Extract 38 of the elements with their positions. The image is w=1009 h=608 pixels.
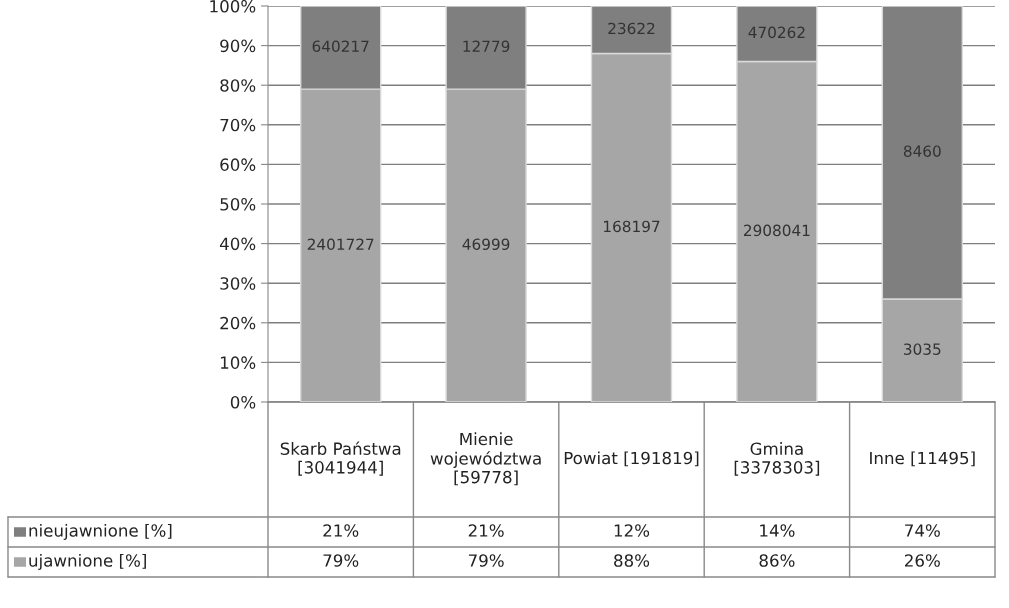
y-tick-label: 0% (230, 395, 256, 409)
annotation: 470262 (748, 26, 805, 39)
annotation: 46999 (462, 238, 510, 251)
data-label: 12% (614, 524, 650, 537)
y-tick-label: 70% (220, 118, 256, 132)
data-label: 26% (905, 554, 940, 567)
y-tick-label: 10% (220, 356, 256, 369)
x-tick-label: Gmina [3378303] (734, 442, 820, 476)
annotation: 8460 (903, 145, 941, 157)
data-label: 21% (468, 524, 504, 537)
data-label: 79% (323, 554, 359, 567)
data-label: 74% (905, 524, 940, 537)
y-tick-label: 80% (220, 79, 256, 92)
x-tick-label: Mienie województwa [59778] (430, 432, 541, 486)
x-tick-label: Inne [11495] (870, 451, 975, 467)
legend-label: ujawnione [%] (29, 553, 146, 571)
data-label: 86% (759, 554, 795, 567)
annotation: 23622 (608, 22, 655, 35)
y-tick-label: 60% (220, 158, 256, 171)
y-tick-label: 100% (210, 0, 256, 13)
annotation: 2908041 (744, 224, 810, 237)
y-tick-label: 20% (220, 316, 256, 330)
legend-label: nieujawnione [%] (29, 523, 172, 541)
data-label: 88% (614, 554, 650, 567)
y-tick-label: 50% (220, 197, 256, 211)
annotation: 3035 (904, 343, 941, 355)
data-label: 79% (468, 554, 504, 567)
annotation: 168197 (604, 220, 660, 233)
annotation: 640217 (312, 40, 369, 53)
annotation: 2401727 (307, 238, 374, 251)
data-label: 21% (323, 524, 359, 537)
y-tick-label: 90% (220, 39, 256, 53)
x-tick-label: Powiat [191819] (564, 451, 699, 467)
y-tick-label: 40% (219, 237, 256, 251)
x-tick-label: Skarb Państwa [3041944] (280, 441, 401, 476)
y-tick-label: 30% (220, 277, 256, 290)
data-label: 14% (760, 524, 795, 537)
annotation: 12779 (463, 40, 510, 53)
